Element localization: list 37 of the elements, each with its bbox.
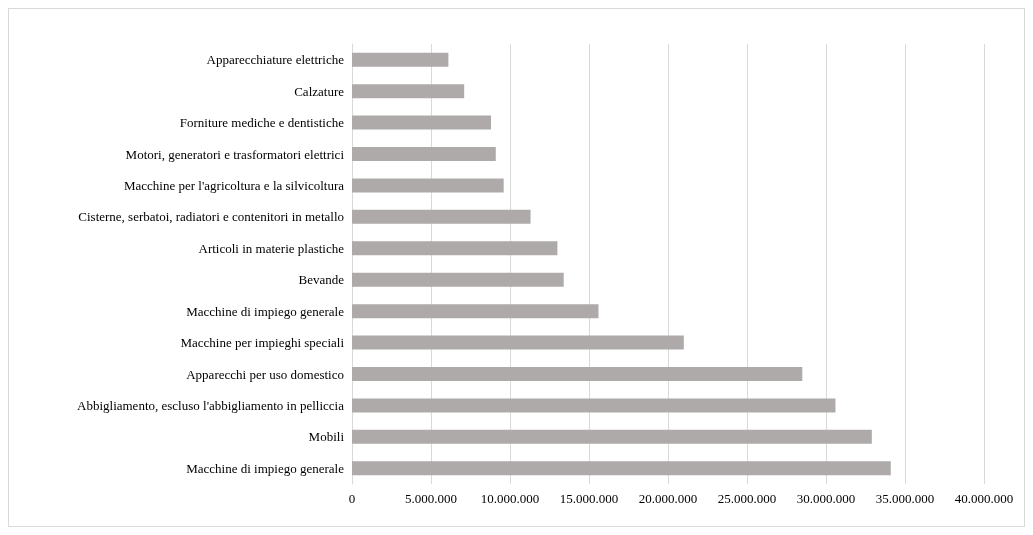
x-tick-label: 35.000.000 <box>875 491 935 506</box>
y-tick-label: Macchine per impieghi speciali <box>180 335 345 351</box>
bar <box>352 398 836 413</box>
bar <box>352 115 492 130</box>
y-tick-label: Cisterne, serbatoi, radiatori e contenitori in metallo <box>78 209 344 225</box>
x-tick-label: 0 <box>348 491 356 506</box>
bar <box>352 147 496 161</box>
y-tick-label: Motori, generatori e trasformatori elettrici <box>125 146 345 162</box>
bar <box>352 335 684 350</box>
y-tick-label: Forniture mediche e dentistiche <box>179 115 345 131</box>
bar <box>352 241 558 256</box>
bar <box>352 84 465 99</box>
bar <box>352 178 504 193</box>
bar <box>352 429 872 444</box>
x-tick-label: 5.000.000 <box>405 491 457 506</box>
bar <box>352 304 599 319</box>
y-tick-label: Macchine di impiego generale <box>186 460 345 476</box>
y-tick-label: Macchine di impiego generale <box>186 303 345 319</box>
bar <box>352 209 531 224</box>
y-tick-label: Apparecchi per uso domestico <box>186 366 344 382</box>
x-tick-label: 30.000.000 <box>796 491 856 506</box>
y-tick-label: Apparecchiature elettriche <box>206 52 345 68</box>
y-tick-label: Articoli in materie plastiche <box>198 240 345 256</box>
x-tick-label: 25.000.000 <box>717 491 777 506</box>
y-tick-label: Calzature <box>294 83 345 99</box>
y-tick-label: Mobili <box>308 429 345 445</box>
bar <box>352 272 564 287</box>
bar <box>352 461 891 476</box>
x-tick-label: 20.000.000 <box>638 491 698 506</box>
x-tick-label: 15.000.000 <box>559 491 619 506</box>
bar <box>352 367 803 381</box>
x-tick-label: 40.000.000 <box>954 491 1014 506</box>
x-tick-label: 10.000.000 <box>480 491 540 506</box>
y-tick-label: Abbigliamento, escluso l'abbigliamento in pelliccia <box>77 397 345 413</box>
y-tick-label: Macchine per l'agricoltura e la silvicoltura <box>124 177 345 193</box>
y-tick-label: Bevande <box>298 272 345 288</box>
bar <box>352 52 449 67</box>
